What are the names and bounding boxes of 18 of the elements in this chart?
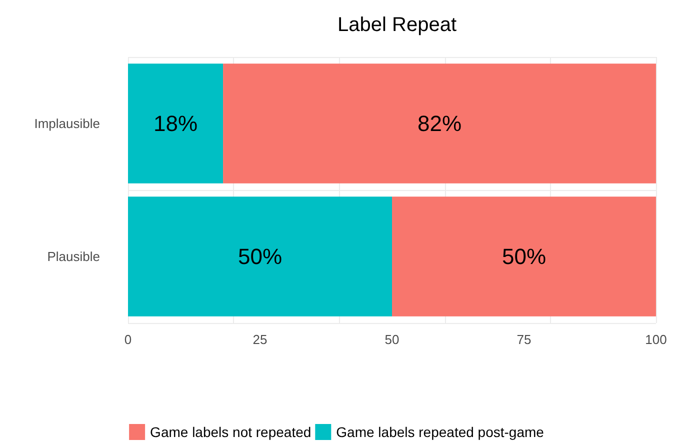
x-tick-label: 25: [252, 332, 268, 347]
legend-label: Game labels not repeated: [150, 424, 312, 440]
y-tick-label: Implausible: [34, 116, 100, 131]
x-tick-label: 0: [124, 332, 132, 347]
bar: [392, 196, 656, 316]
chart-title: Label Repeat: [338, 14, 457, 36]
bar: [223, 64, 656, 184]
data-label: 50%: [502, 244, 546, 269]
y-tick-label: Plausible: [47, 249, 100, 264]
bar: [128, 64, 224, 184]
data-label: 82%: [417, 111, 462, 136]
data-label: 18%: [153, 111, 198, 136]
x-tick-label: 50: [384, 332, 400, 347]
data-label: 50%: [238, 244, 282, 269]
x-tick-label: 75: [516, 332, 532, 347]
x-tick-label: 100: [645, 332, 667, 347]
legend-label: Game labels repeated post-game: [336, 424, 544, 440]
bar: [128, 196, 392, 316]
